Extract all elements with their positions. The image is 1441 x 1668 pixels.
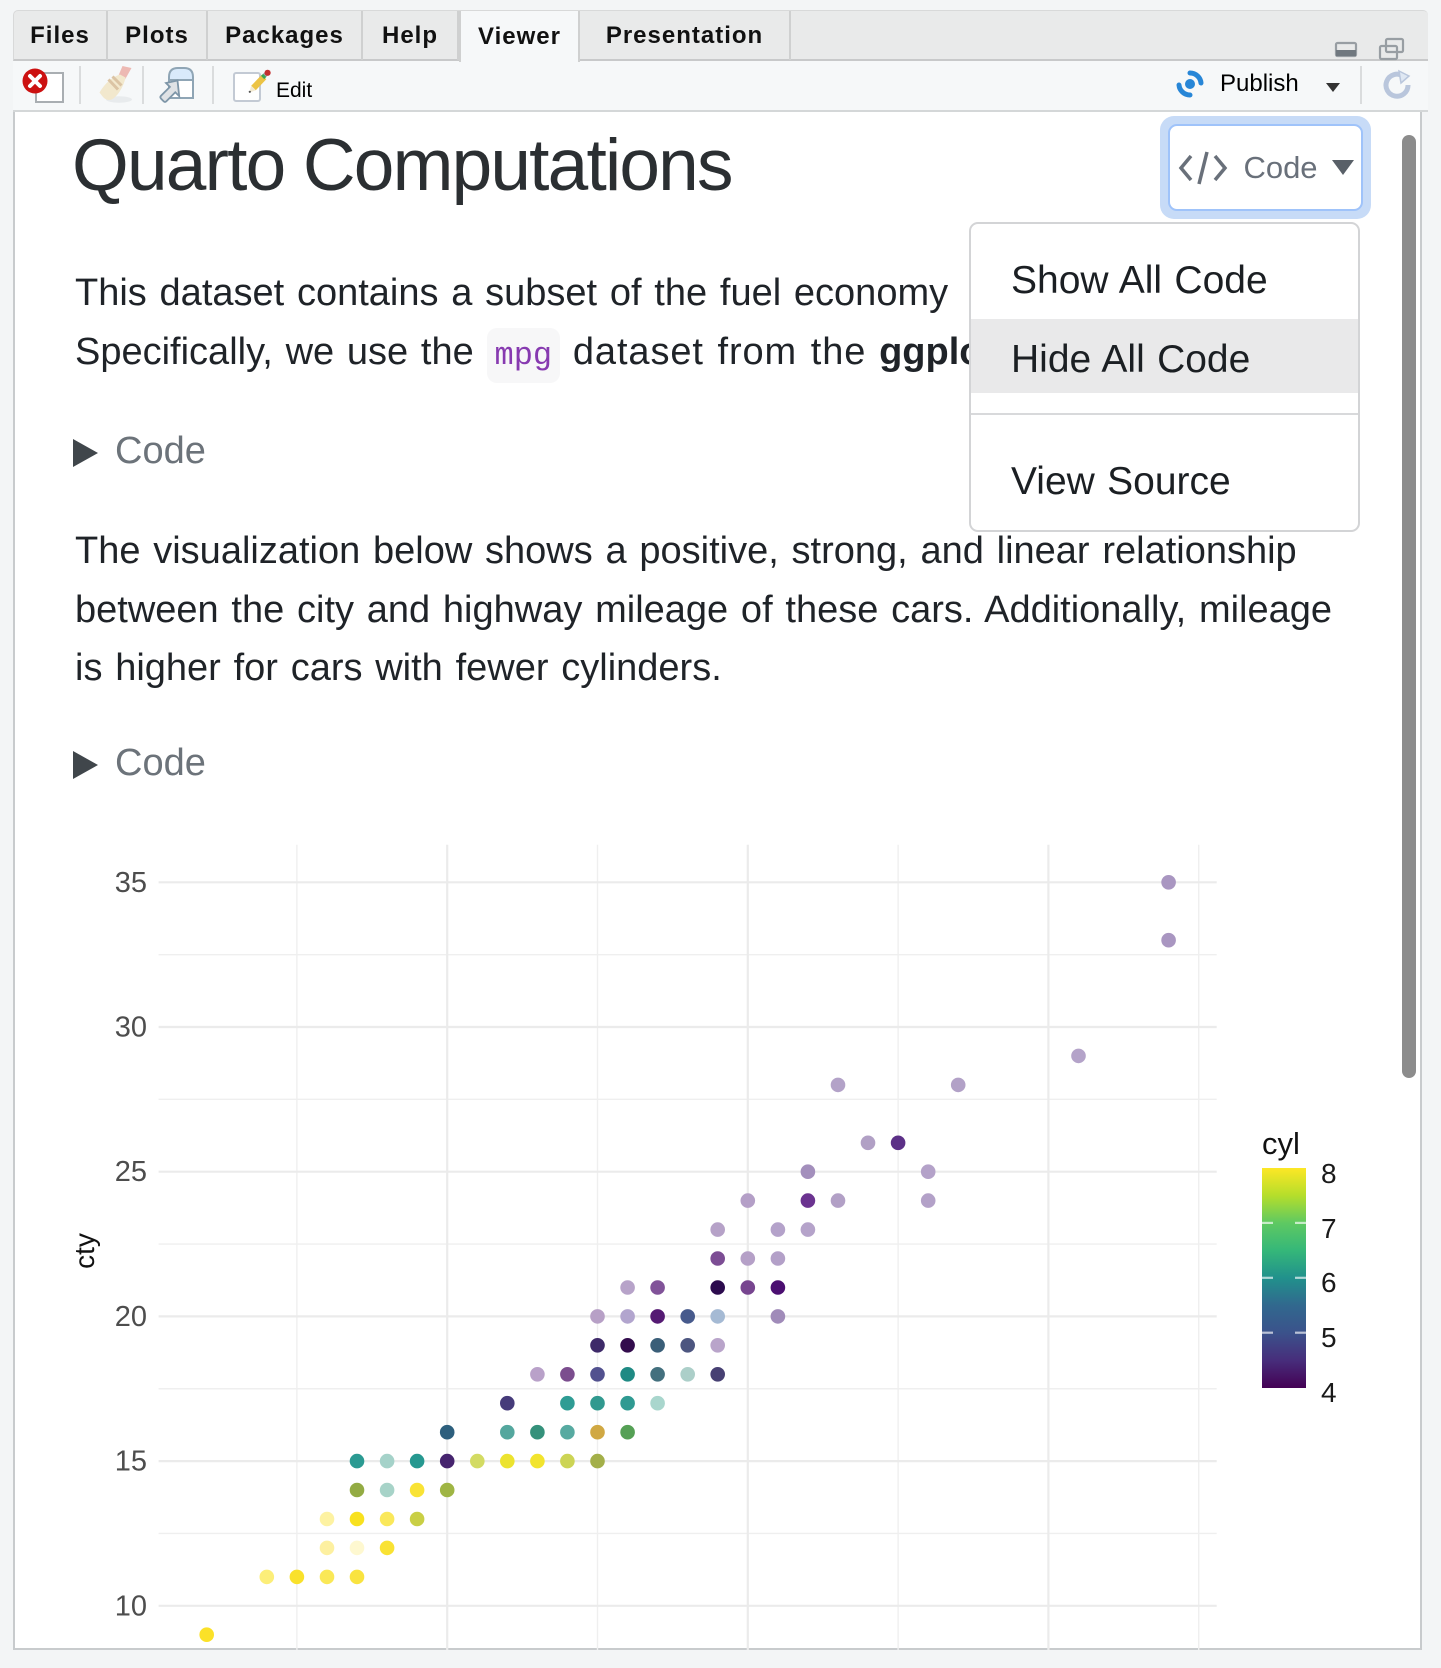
svg-text:10: 10 [115, 1590, 147, 1622]
svg-text:7: 7 [1321, 1213, 1337, 1244]
svg-text:25: 25 [115, 1156, 147, 1188]
svg-text:20: 20 [115, 1301, 147, 1333]
svg-text:6: 6 [1321, 1267, 1337, 1298]
svg-text:cty: cty [69, 1233, 100, 1269]
svg-text:cyl: cyl [1262, 1126, 1300, 1161]
svg-text:8: 8 [1321, 1158, 1337, 1189]
svg-text:5: 5 [1321, 1322, 1337, 1353]
svg-text:35: 35 [115, 867, 147, 899]
svg-text:4: 4 [1321, 1377, 1337, 1408]
svg-text:30: 30 [115, 1012, 147, 1044]
svg-text:15: 15 [115, 1446, 147, 1478]
